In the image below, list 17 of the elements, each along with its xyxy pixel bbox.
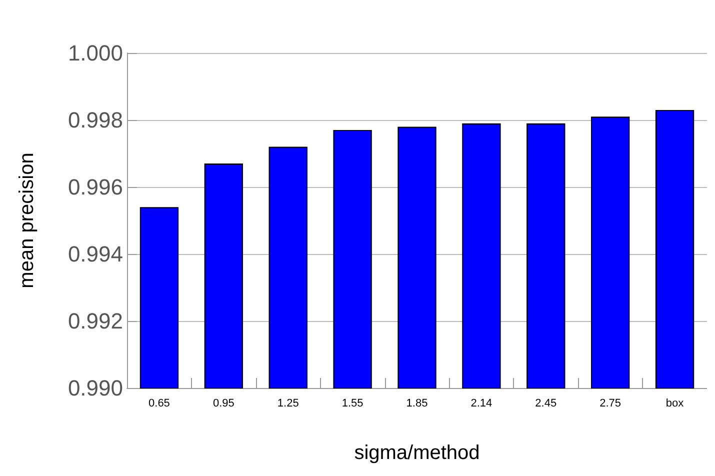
x-tick-label: 2.14	[470, 398, 492, 410]
x-tick-label: 2.45	[535, 398, 557, 410]
x-axis-title: sigma/method	[354, 442, 480, 464]
y-tick-label: 0.990	[68, 376, 123, 400]
y-tick-label: 0.998	[68, 108, 123, 132]
x-tick-label: 2.75	[600, 398, 622, 410]
y-tick-label: 0.994	[68, 242, 123, 266]
y-tick-label: 0.996	[68, 174, 123, 200]
x-tick-label: 0.95	[212, 398, 234, 410]
y-tick-label: 0.992	[68, 308, 123, 334]
x-tick-label: 1.85	[406, 398, 428, 410]
x-tick-label: 1.25	[277, 398, 299, 410]
x-tick-label: 0.65	[148, 398, 170, 410]
x-tick-label: 1.55	[342, 398, 364, 410]
x-tick-label: box	[666, 398, 684, 410]
y-axis-title: mean precision	[16, 152, 38, 288]
y-tick-label: 1.000	[68, 40, 123, 66]
